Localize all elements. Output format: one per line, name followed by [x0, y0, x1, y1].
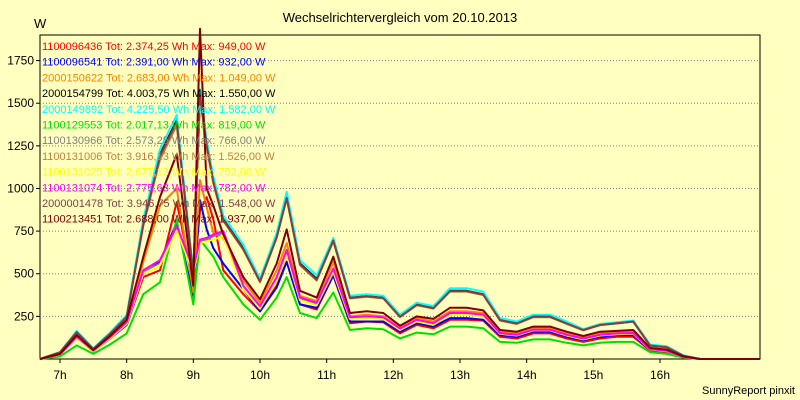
legend-entry: 2000154799 Tot: 4.003,75 Wh Max: 1.550,0…: [42, 88, 276, 100]
x-tick-label: 7h: [53, 368, 66, 382]
legend-entry: 2000149892 Tot: 4.225,50 Wh Max: 1.582,0…: [42, 104, 276, 116]
legend-entry: 1100130966 Tot: 2.573,25 Wh Max: 766,00 …: [42, 135, 266, 147]
y-axis-unit: W: [34, 16, 47, 31]
series-line-10: [39, 94, 760, 360]
series-line-5: [39, 218, 760, 360]
y-tick-label: 250: [14, 309, 34, 323]
y-tick-label: 1250: [7, 139, 34, 153]
legend-entry: 1100096541 Tot: 2.391,00 Wh Max: 932,00 …: [42, 57, 266, 69]
legend-entry: 2000001478 Tot: 3.946,75 Wh Max: 1.548,0…: [42, 198, 276, 210]
legend: 1100096436 Tot: 2.374,25 Wh Max: 949,00 …: [42, 41, 276, 226]
series-line-9: [39, 224, 760, 360]
x-tick-label: 16h: [650, 368, 670, 382]
legend-entry: 2000150622 Tot: 2.683,00 Wh Max: 1.049,0…: [42, 72, 276, 84]
x-tick-label: 10h: [250, 368, 270, 382]
y-tick-label: 500: [14, 267, 34, 281]
series-line-2: [39, 179, 760, 360]
legend-entry: 1100129553 Tot: 2.017,13 Wh Max: 819,00 …: [42, 120, 266, 132]
footer-credit: SunnyReport pinxit: [702, 385, 795, 397]
x-tick-label: 13h: [450, 368, 470, 382]
y-tick-label: 1500: [7, 96, 34, 110]
grid: [40, 60, 760, 317]
legend-entry: 1100131006 Tot: 3.916,13 Wh Max: 1.526,0…: [42, 151, 275, 163]
series-group: [39, 27, 760, 360]
chart-title: Wechselrichtervergleich vom 20.10.2013: [283, 10, 518, 25]
x-tick-label: 12h: [383, 368, 403, 382]
legend-entry: 1100096436 Tot: 2.374,25 Wh Max: 949,00 …: [42, 41, 266, 53]
y-tick-label: 1000: [7, 181, 34, 195]
x-tick-label: 14h: [517, 368, 537, 382]
y-axis: 250 500 750 1000 1250 1500 1750: [7, 54, 40, 323]
x-tick-label: 15h: [583, 368, 603, 382]
x-tick-label: 9h: [187, 368, 200, 382]
legend-entry: 1100131074 Tot: 2.775,63 Wh Max: 782,00 …: [42, 182, 266, 194]
legend-entry: 1100213451 Tot: 2.688,00 Wh Max: 1.937,0…: [42, 214, 275, 226]
y-tick-label: 1750: [7, 54, 34, 68]
series-line-11: [39, 27, 760, 360]
x-tick-label: 11h: [317, 368, 336, 382]
legend-entry: 1100131025 Tot: 2.677,13 Wh Max: 752,00 …: [42, 167, 266, 179]
y-tick-label: 750: [14, 224, 34, 238]
x-axis: 7h 8h 9h 10h 11h 12h 13h 14h 15h 16h: [53, 359, 670, 382]
x-tick-label: 8h: [120, 368, 133, 382]
